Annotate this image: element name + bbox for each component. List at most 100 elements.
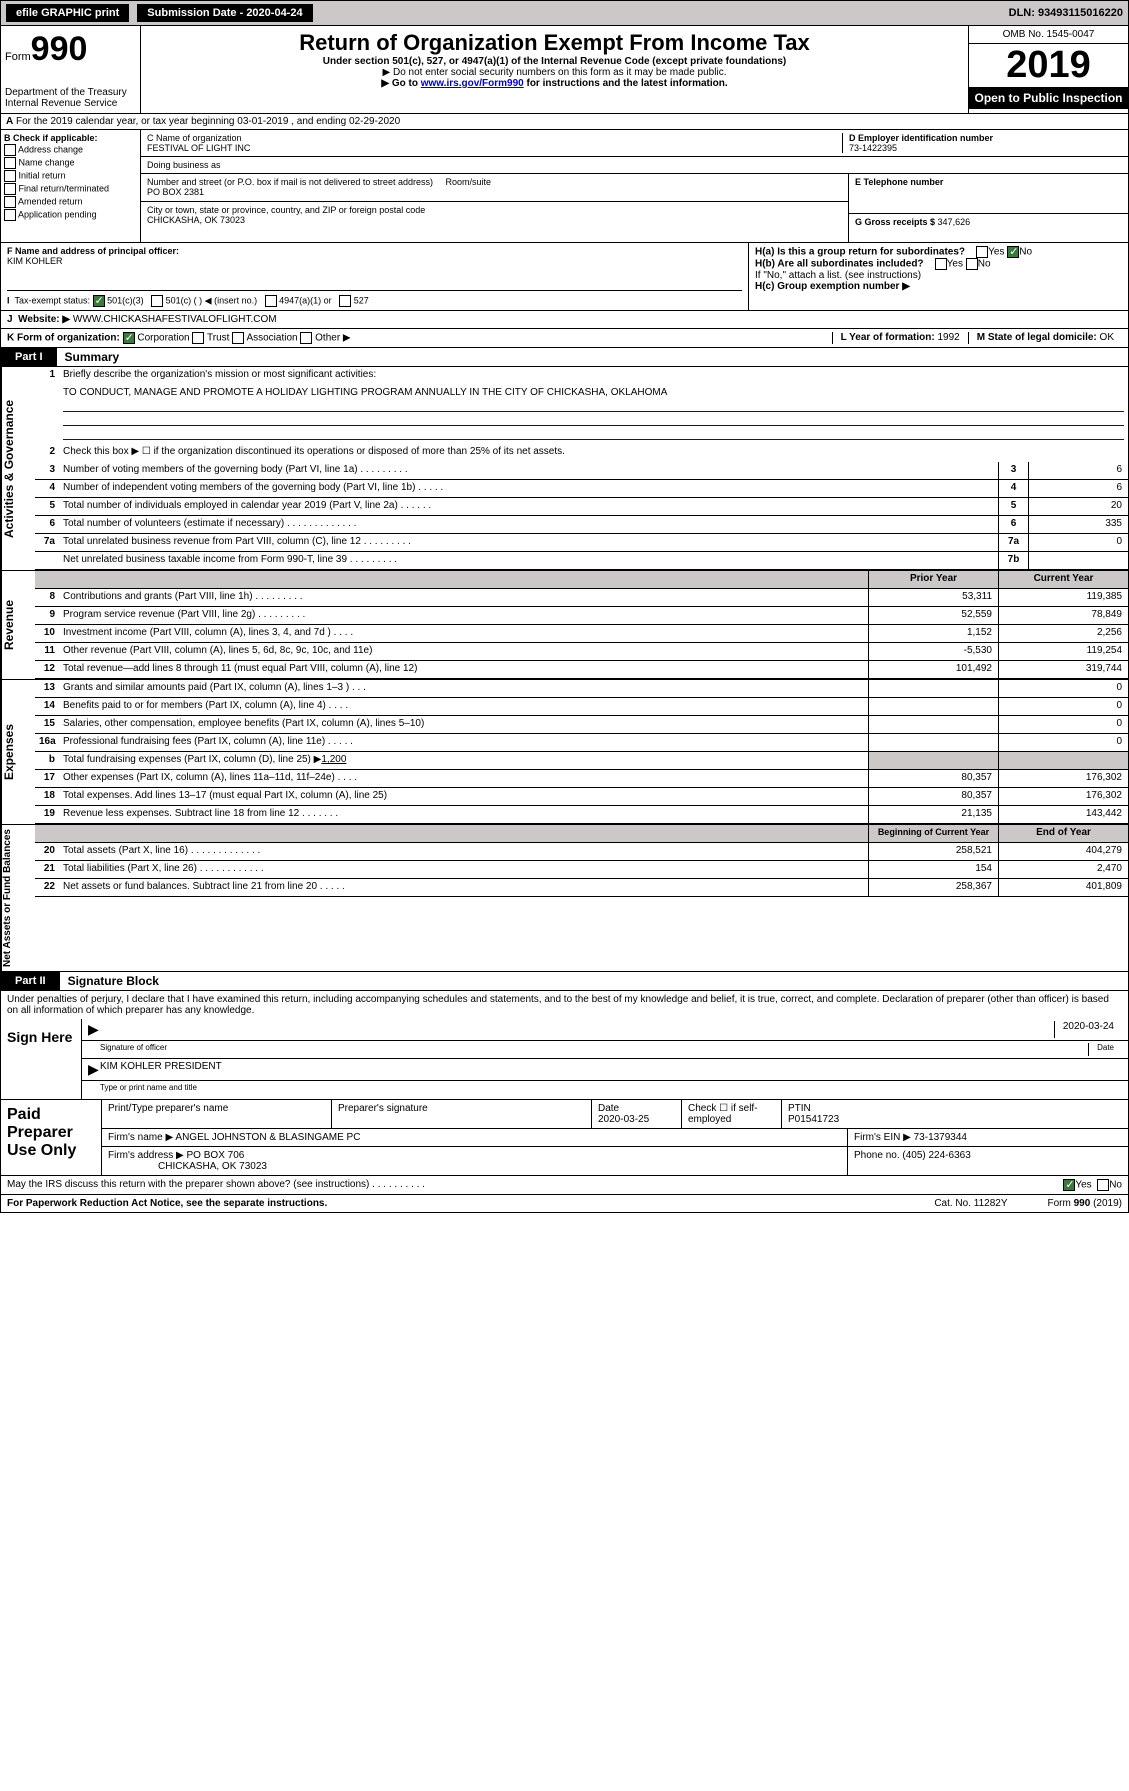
dln: DLN: 93493115016220 [1009,7,1123,19]
hc-label: H(c) Group exemption number ▶ [755,281,910,292]
footer-left: For Paperwork Reduction Act Notice, see … [7,1198,327,1209]
discuss-no[interactable] [1097,1179,1109,1191]
j-label: Website: ▶ [18,314,70,325]
form-label: Form [5,51,31,63]
firm-addr-label: Firm's address ▶ [108,1150,184,1161]
firm-ein-label: Firm's EIN ▶ [854,1132,911,1143]
current-val: 2,470 [998,861,1128,878]
line-text: Other revenue (Part VIII, column (A), li… [59,643,868,660]
l3-val: 6 [1028,462,1128,479]
line-text: Net assets or fund balances. Subtract li… [59,879,868,896]
prior-val [868,680,998,697]
current-val: 143,442 [998,806,1128,823]
current-val: 119,254 [998,643,1128,660]
section-bcdefg: B Check if applicable: Address change Na… [0,130,1129,243]
current-val: 78,849 [998,607,1128,624]
prior-val: 258,367 [868,879,998,896]
check-501c3[interactable] [93,295,105,307]
part1-header: Part I Summary [0,348,1129,367]
mission: TO CONDUCT, MANAGE AND PROMOTE A HOLIDAY… [63,387,667,398]
current-val: 176,302 [998,770,1128,787]
hb-note: If "No," attach a list. (see instruction… [755,270,1122,281]
check-other[interactable] [300,332,312,344]
sig-officer-label: Signature of officer [100,1043,1088,1056]
domicile: OK [1100,332,1114,343]
year-formation: 1992 [937,332,959,343]
irs-link[interactable]: www.irs.gov/Form990 [421,78,524,89]
ha-no[interactable] [1007,246,1019,258]
l16b-text: Total fundraising expenses (Part IX, col… [63,754,321,765]
org-name: FESTIVAL OF LIGHT INC [147,143,842,153]
check-trust[interactable] [192,332,204,344]
l5-val: 20 [1028,498,1128,515]
cat-no: Cat. No. 11282Y [934,1198,1007,1209]
firm-phone: (405) 224-6363 [902,1150,970,1161]
ha-label: H(a) Is this a group return for subordin… [755,247,965,258]
city-label: City or town, state or province, country… [147,205,425,215]
l2-text: Check this box ▶ ☐ if the organization d… [59,444,1128,462]
check-final[interactable] [4,183,16,195]
opt-final: Final return/terminated [19,183,110,193]
prior-val: 53,311 [868,589,998,606]
opt-501c3: 501(c)(3) [107,295,144,305]
prior-val: 154 [868,861,998,878]
sign-here: Sign Here [1,1019,81,1099]
part2-header: Part II Signature Block [0,972,1129,991]
form-header: Form990 Department of the Treasury Inter… [0,26,1129,114]
ha-yes[interactable] [976,246,988,258]
check-amended[interactable] [4,196,16,208]
line-text: Other expenses (Part IX, column (A), lin… [59,770,868,787]
footer: For Paperwork Reduction Act Notice, see … [0,1195,1129,1213]
addr-label: Number and street (or P.O. box if mail i… [147,177,433,187]
l7b-val [1028,552,1128,569]
prep-date: 2020-03-25 [598,1114,649,1125]
hb-yes[interactable] [935,258,947,270]
part1-tab: Part I [1,348,57,366]
beg-year-header: Beginning of Current Year [868,825,998,842]
current-val: 401,809 [998,879,1128,896]
i-label: Tax-exempt status: [15,295,91,305]
check-pending[interactable] [4,209,16,221]
e-label: E Telephone number [855,177,943,187]
prior-val: 52,559 [868,607,998,624]
opt-trust: Trust [207,333,229,344]
check-corp[interactable] [123,332,135,344]
line-text: Investment income (Part VIII, column (A)… [59,625,868,642]
preparer-name-label: Print/Type preparer's name [102,1100,332,1128]
check-initial[interactable] [4,170,16,182]
prior-val: 101,492 [868,661,998,678]
current-val: 119,385 [998,589,1128,606]
current-val: 176,302 [998,788,1128,805]
submission-date: Submission Date - 2020-04-24 [137,4,312,22]
line-text: Professional fundraising fees (Part IX, … [59,734,868,751]
l4-text: Number of independent voting members of … [59,480,998,497]
gross-receipts: 347,626 [938,217,971,227]
check-501c[interactable] [151,295,163,307]
check-assoc[interactable] [232,332,244,344]
current-val: 0 [998,716,1128,733]
address: PO BOX 2381 [147,187,204,197]
hb-no[interactable] [966,258,978,270]
prior-val: -5,530 [868,643,998,660]
firm-label: Firm's name ▶ [108,1132,173,1143]
ein: 73-1422395 [849,143,897,153]
firm-addr2: CHICKASHA, OK 73023 [158,1161,267,1172]
d-label: D Employer identification number [849,133,993,143]
discuss-text: May the IRS discuss this return with the… [7,1179,425,1191]
check-name-change[interactable] [4,157,16,169]
prior-val [868,698,998,715]
m-label: M State of legal domicile: [977,332,1100,343]
opt-amended: Amended return [18,196,83,206]
efile-button[interactable]: efile GRAPHIC print [6,4,129,22]
line-text: Total assets (Part X, line 16) . . . . .… [59,843,868,860]
omb-number: OMB No. 1545-0047 [969,26,1128,44]
signature-block: Under penalties of perjury, I declare th… [0,991,1129,1100]
discuss-yes[interactable] [1063,1179,1075,1191]
l16b-val: 1,200 [321,754,346,765]
check-address-change[interactable] [4,144,16,156]
form-subtitle: Under section 501(c), 527, or 4947(a)(1)… [145,56,964,67]
check-4947[interactable] [265,295,277,307]
prior-val: 80,357 [868,788,998,805]
check-527[interactable] [339,295,351,307]
part1-title: Summary [57,350,120,364]
